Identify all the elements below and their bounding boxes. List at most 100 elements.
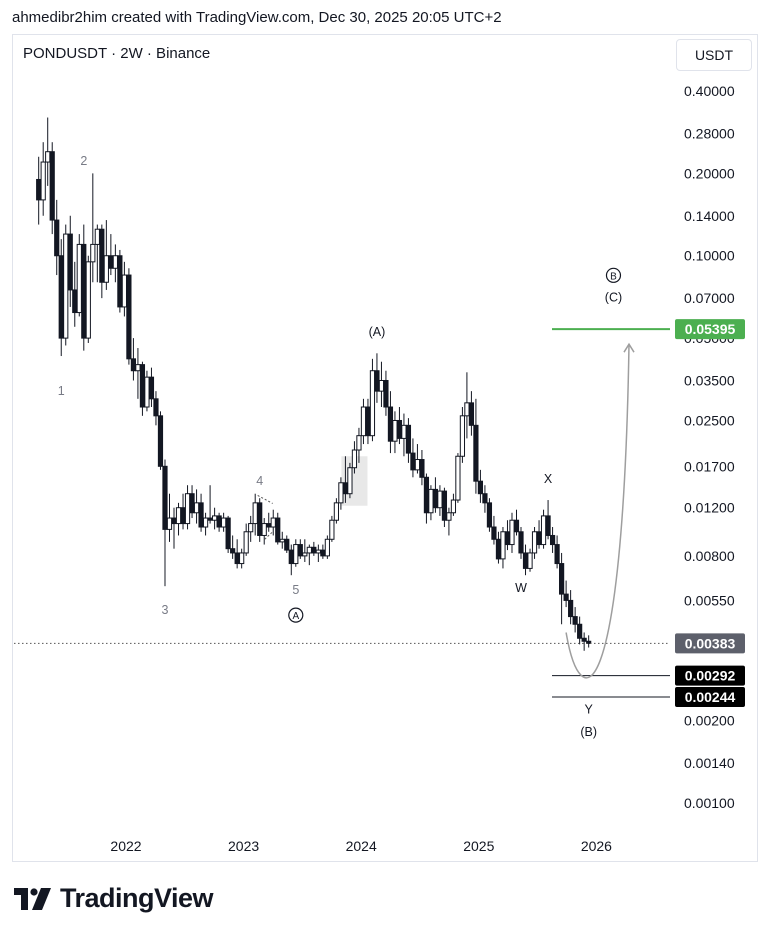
candle [324,535,330,559]
candle [99,224,105,299]
candle-body-down [482,493,488,504]
candle-body-down [297,544,303,557]
author-header: ahmedibr2him created with TradingView.co… [12,9,502,26]
candle-body-up [221,517,227,528]
candle [184,485,191,530]
candle-body-up [540,515,547,546]
target-price-tag-label: 0.05395 [685,321,736,337]
candle [175,502,182,536]
candle [108,234,114,276]
candle [139,361,146,416]
candle-body-down [153,398,159,417]
price-axis[interactable]: 0.40000 0.28000 0.20000 0.14000 0.10000 0.070… [684,83,735,811]
candle-body-down [563,593,569,601]
candle-body-up [193,502,200,514]
candle-body-down [207,517,213,521]
candle [202,512,209,536]
candle-body-down [513,519,520,533]
candle-body-up [306,546,312,554]
wave-label: (B) [580,725,597,739]
candle [486,498,493,532]
candle-body-up [293,544,299,565]
wave-annotations: 1 2 3 4 5 A (A) W X Y (B) B (C) [58,154,622,739]
candle [36,156,42,225]
candle-body-down [288,549,294,565]
candle [374,353,380,403]
candle-body-down [139,364,146,408]
candle-body-down [468,402,475,426]
candle [504,520,511,551]
candle-body-down [491,526,497,540]
tradingview-logo[interactable]: TradingView [14,883,214,914]
wave-circle [605,267,622,283]
candle-body-up [94,228,100,245]
wave-label: X [544,472,553,486]
candle-body-up [45,151,51,163]
candle-body-up [347,467,353,495]
candle [261,518,267,545]
candle-body-down [49,151,55,221]
candle [414,444,421,474]
x-tick-label: 2023 [228,838,259,854]
candle [157,411,164,470]
candle [85,255,91,343]
candle-body-down [54,219,60,257]
candle-body-up [450,499,457,514]
candle [351,441,358,474]
candle [90,173,96,283]
candle-body-up [302,552,308,557]
wave-label: A [292,611,299,622]
candle-body-up [414,459,421,471]
candle [297,539,303,559]
candle-body-down [320,549,326,557]
candle [387,391,394,454]
candle-body-up [243,531,249,554]
candle [428,485,434,521]
wave-label: (A) [369,325,386,339]
candle-body-up [437,490,443,509]
symbol-label[interactable]: PONDUSDT · 2W · Binance [23,45,211,62]
candle-body-down [419,459,425,478]
candle [293,539,299,567]
candle [275,512,281,545]
candle-body-up [369,370,376,437]
candle [234,539,240,569]
candle [459,407,466,463]
candle-body-up [40,161,46,201]
candle [491,515,497,545]
candle [103,220,109,290]
y-tick-label: 0.20000 [684,165,735,181]
y-tick-label: 0.14000 [684,208,735,224]
candle [284,535,290,553]
candle-body-up [351,449,358,469]
candle [126,268,132,365]
candle-body-down [586,640,592,644]
candle [148,367,155,408]
wave-circle [288,607,304,623]
candle-body-down [157,415,164,467]
candle [446,507,452,536]
candle [243,523,249,556]
candle [153,391,159,426]
candle [392,411,398,454]
y-tick-label: 0.10000 [684,248,735,264]
candle-body-down [72,289,78,314]
candle [248,515,254,542]
candle-body-down [554,544,560,565]
price-tags: 0.05395 0.00383 0.00292 0.00244 [675,319,745,707]
candle [302,539,308,562]
candle-body-up [279,538,285,543]
candle-body-down [559,563,565,595]
candle-body-down [67,233,73,291]
currency-button[interactable]: USDT [676,39,752,71]
candle [559,552,565,625]
support-2-tag-bg [675,686,745,707]
candle [212,507,218,530]
current-price-tag-label: 0.00383 [685,635,736,651]
candle-body-up [166,517,173,530]
support-1-tag-bg [675,665,745,686]
time-axis[interactable]: 2022 2023 2024 2025 2026 [110,838,612,854]
y-tick-label: 0.00550 [684,592,735,608]
candle-body-down [549,534,556,546]
